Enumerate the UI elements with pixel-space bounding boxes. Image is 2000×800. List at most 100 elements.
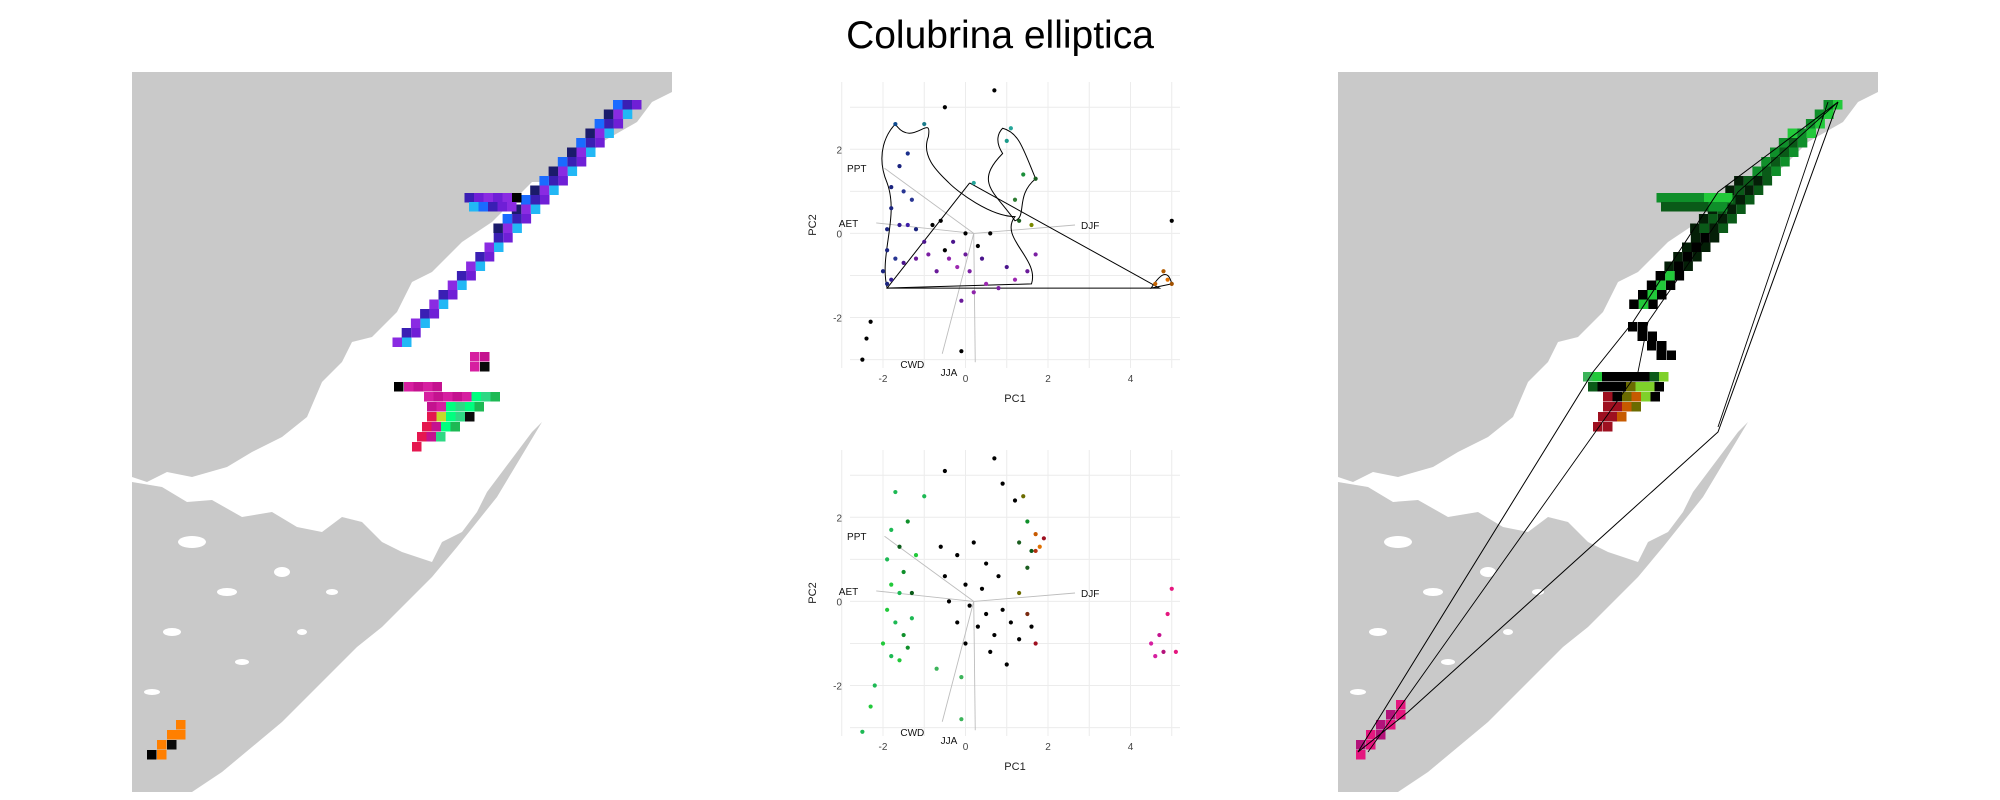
loading-vector — [876, 590, 974, 602]
occurrence-cell — [1787, 128, 1798, 138]
occurrence-cell — [1762, 176, 1773, 186]
occurrence-cell — [422, 422, 432, 432]
landmass-south — [132, 422, 542, 792]
occurrence-cell — [1622, 392, 1632, 402]
data-point — [967, 603, 972, 608]
data-point — [897, 590, 902, 596]
data-point — [905, 645, 910, 650]
occurrence-cell — [585, 128, 595, 138]
occurrence-cell — [1692, 252, 1702, 262]
occurrence-cell — [558, 166, 568, 176]
occurrence-cell — [1603, 422, 1613, 432]
x-tick-label: 0 — [963, 374, 969, 385]
pca-plot-top: -2 0 2 4 -2 0 2 PC1 PC2 PPT AET DJF CWD JJA — [800, 72, 1200, 422]
occurrence-cell — [511, 204, 522, 214]
occurrence-cell — [1612, 402, 1622, 412]
data-point — [905, 222, 910, 228]
occurrence-cell — [1629, 299, 1639, 309]
data-point — [1041, 536, 1046, 541]
data-point — [913, 227, 919, 232]
land-background — [132, 72, 672, 792]
occurrence-cell — [1698, 214, 1709, 224]
occurrence-cell — [147, 750, 157, 760]
data-point — [992, 88, 997, 93]
data-point — [926, 252, 931, 257]
data-point — [971, 180, 976, 186]
data-point — [905, 519, 910, 524]
occurrence-cell — [567, 166, 578, 176]
occurrence-cell — [446, 402, 456, 412]
data-point — [984, 281, 989, 286]
occurrence-cell — [167, 740, 177, 750]
water-inlet — [178, 536, 206, 548]
data-point — [1025, 565, 1030, 570]
occurrence-cell — [622, 109, 633, 119]
water-inlet — [297, 629, 307, 635]
occurrence-cell — [530, 185, 540, 195]
occurrence-cell — [1734, 176, 1744, 186]
data-point — [901, 569, 906, 575]
data-point — [959, 717, 964, 722]
occurrence-cell — [604, 119, 614, 129]
data-point — [889, 277, 894, 282]
occurrence-cell — [438, 290, 448, 300]
occurrence-cell — [420, 309, 430, 319]
occurrence-cell — [1366, 740, 1376, 750]
occurrence-cell — [1666, 193, 1676, 203]
occurrence-cell — [410, 318, 421, 328]
data-point — [1012, 498, 1018, 503]
landmass-north — [132, 72, 672, 482]
occurrence-cell — [512, 223, 522, 233]
occurrence-cell — [576, 157, 587, 167]
occurrence-cell — [1626, 382, 1636, 392]
occurrence-cell — [1685, 193, 1695, 203]
water-inlet — [326, 589, 338, 595]
data-point — [922, 121, 927, 127]
water-inlet — [1384, 536, 1412, 548]
occurrence-cell — [1638, 322, 1648, 332]
data-point — [946, 256, 952, 261]
occurrence-cell — [1682, 252, 1693, 262]
data-point — [880, 641, 886, 646]
occurrence-cell — [1690, 233, 1701, 243]
data-point — [1025, 269, 1030, 274]
occurrence-cell — [427, 402, 437, 412]
occurrence-cell — [1682, 242, 1692, 252]
occurrence-cell — [433, 392, 443, 402]
occurrence-cell — [1597, 382, 1607, 392]
data-point — [1012, 277, 1018, 282]
water-inlet — [1503, 629, 1513, 635]
loading-label: DJF — [1081, 221, 1099, 232]
occurrence-cell — [484, 252, 495, 262]
occurrence-cell — [474, 193, 484, 203]
occurrence-cell — [603, 109, 614, 119]
occurrence-cell — [436, 432, 446, 442]
occurrence-cell — [521, 195, 531, 205]
data-point — [938, 218, 943, 223]
occurrence-cell — [558, 176, 568, 186]
data-point — [1000, 481, 1005, 486]
occurrence-cell — [488, 202, 498, 212]
occurrence-cell — [404, 382, 414, 392]
data-point — [963, 641, 968, 646]
occurrence-cell — [1673, 261, 1684, 271]
occurrence-cell — [1789, 147, 1799, 157]
occurrence-cell — [1700, 233, 1710, 243]
occurrence-cell — [1761, 166, 1772, 176]
data-point — [868, 704, 873, 709]
hull-outline — [1357, 101, 1839, 753]
occurrence-cell — [1670, 202, 1680, 212]
data-point — [971, 290, 976, 295]
occurrence-cell — [493, 233, 504, 243]
left-range-map — [132, 72, 672, 792]
occurrence-cell — [1753, 185, 1764, 195]
data-point — [893, 121, 898, 127]
occurrence-cell — [494, 242, 504, 252]
data-point — [963, 582, 968, 587]
occurrence-cell — [1674, 271, 1685, 281]
occurrence-cell — [1654, 382, 1664, 392]
occurrence-cell — [493, 223, 503, 233]
occurrence-cell — [530, 195, 540, 205]
occurrence-cell — [1659, 372, 1669, 382]
occurrence-cell — [424, 392, 434, 402]
